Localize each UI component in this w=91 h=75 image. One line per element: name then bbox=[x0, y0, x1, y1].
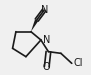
Text: Cl: Cl bbox=[73, 58, 83, 68]
Polygon shape bbox=[31, 19, 38, 32]
Text: O: O bbox=[43, 62, 51, 72]
Text: N: N bbox=[41, 5, 48, 15]
Text: N: N bbox=[43, 35, 50, 45]
